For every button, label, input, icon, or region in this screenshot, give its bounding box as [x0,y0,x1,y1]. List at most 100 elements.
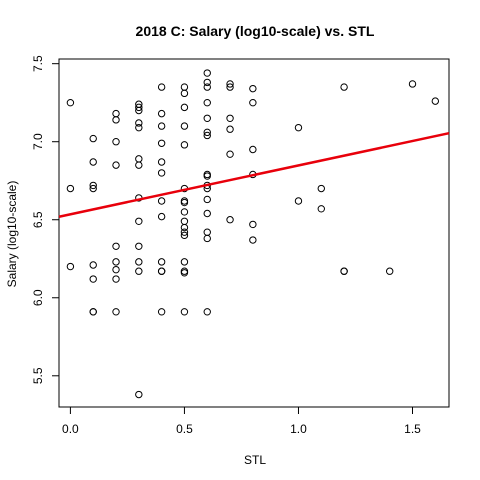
data-point [112,242,120,250]
data-point [112,258,120,266]
regression-line [58,131,450,218]
data-point [89,308,97,316]
data-point [203,172,211,180]
data-point [89,134,97,143]
data-point [249,220,257,229]
y-axis: 5.5 6.0 6.5 7.0 7.5 [31,55,59,384]
data-point [157,139,166,147]
data-point [157,83,166,91]
data-point [249,236,257,244]
y-tick-label: 6.0 [31,289,45,306]
data-point [135,103,143,112]
plot-frame [58,58,450,408]
data-point [317,205,325,213]
data-point [226,114,234,123]
data-point [180,217,189,225]
data-point [226,83,234,91]
data-point [157,109,166,118]
data-point [294,197,303,205]
data-point [317,184,325,193]
data-point [135,267,143,275]
data-point [157,258,166,266]
data-point [203,195,211,204]
data-point [249,145,257,154]
data-point [112,116,120,124]
x-tick-label: 1.5 [404,422,421,436]
data-point [89,181,97,190]
x-axis: 0.0 0.5 1.0 1.5 [62,407,421,436]
regression-line-group [58,131,450,218]
data-point [66,184,75,193]
data-point [180,269,189,277]
data-point [340,83,348,91]
data-point [203,234,211,243]
x-axis-label: STL [244,453,266,467]
data-point [89,275,97,283]
chart-title: 2018 C: Salary (log10-scale) vs. STL [136,23,375,39]
data-point [226,216,234,224]
data-point [112,275,120,283]
data-point [112,109,120,118]
data-point [203,69,211,77]
data-point [157,212,166,221]
data-point [89,184,97,193]
data-point [340,267,348,275]
data-point [249,98,257,107]
data-point [180,258,189,266]
data-point [135,161,143,169]
data-point [203,228,211,236]
data-point [66,262,75,271]
data-point [157,267,166,275]
data-point [408,80,417,88]
data-point [180,208,189,216]
data-point [157,308,166,316]
data-point [112,308,120,316]
data-point [431,97,440,105]
data-point [135,119,143,127]
data-point [180,83,189,91]
x-tick-label: 0.5 [176,422,193,436]
y-tick-label: 6.5 [31,211,45,228]
data-point [226,80,234,88]
y-axis-label: Salary (log10-scale) [5,181,19,288]
data-point [180,198,189,207]
data-point [135,258,143,266]
data-point [66,98,75,107]
data-point [135,242,143,250]
data-point [135,217,143,225]
data-point [180,122,189,130]
data-point [157,122,166,130]
data-point [180,141,189,149]
data-point [226,125,234,133]
data-point [157,197,166,205]
data-point [112,138,120,146]
data-point [294,123,303,132]
data-point [249,84,257,93]
data-point [89,158,97,166]
x-tick-label: 0.0 [62,422,79,436]
data-point [112,265,120,274]
data-point [226,150,234,158]
y-tick-label: 5.5 [31,367,45,384]
data-point [157,158,166,166]
data-point [135,155,143,163]
data-point [203,128,211,137]
data-point [180,231,189,240]
data-point [203,308,211,316]
data-points [66,69,440,399]
data-point [180,308,189,316]
data-point [135,390,143,399]
data-point [180,89,189,98]
data-point [203,98,211,107]
y-tick-label: 7.5 [31,55,45,72]
data-point [386,267,394,275]
data-point [180,228,189,236]
data-point [203,83,211,91]
data-point [203,131,211,140]
data-point [203,114,211,123]
data-point [112,161,120,169]
data-point [157,169,166,177]
data-point [135,123,143,132]
data-point [203,209,211,218]
